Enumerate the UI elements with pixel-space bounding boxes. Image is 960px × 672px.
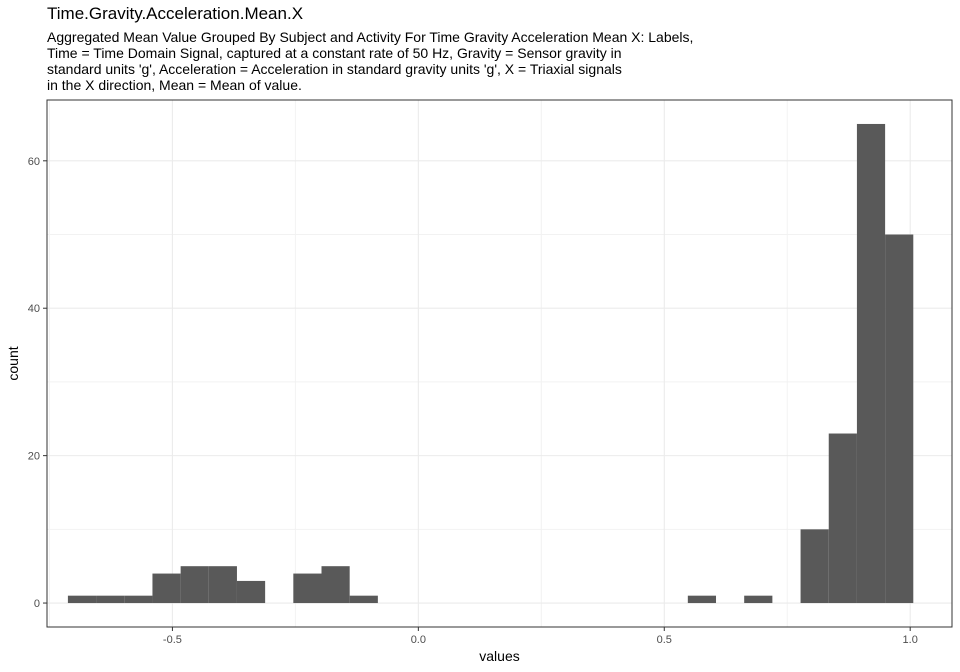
histogram-bar <box>152 573 181 604</box>
histogram-bar <box>828 433 857 604</box>
histogram-bar <box>885 234 914 604</box>
y-tick-label: 20 <box>28 451 40 463</box>
histogram-bar <box>349 595 378 604</box>
y-tick-label: 60 <box>28 156 40 168</box>
histogram-bar <box>856 123 886 604</box>
histogram-bar <box>293 573 322 604</box>
x-tick-label: 0.5 <box>657 634 672 646</box>
y-axis-ticks: 0 20 40 60 <box>28 156 47 610</box>
histogram-bar <box>180 566 209 604</box>
chart-subtitle: Aggregated Mean Value Grouped By Subject… <box>47 29 747 93</box>
x-tick-label: 1.0 <box>903 634 918 646</box>
subtitle-line: Aggregated Mean Value Grouped By Subject… <box>47 29 694 45</box>
plot-panel-border <box>46 99 953 628</box>
x-axis-ticks: -0.5 0.0 0.5 1.0 <box>163 627 918 646</box>
histogram-bar <box>96 595 125 604</box>
y-tick-label: 40 <box>28 303 40 315</box>
x-tick-label: 0.0 <box>411 634 426 646</box>
histogram-bar <box>687 595 717 604</box>
x-axis-title: values <box>479 648 519 664</box>
subtitle-line: in the X direction, Mean = Mean of value… <box>47 77 302 93</box>
histogram-bar <box>208 566 237 604</box>
histogram-bar <box>744 595 773 604</box>
x-tick-label: -0.5 <box>163 634 182 646</box>
histogram-bar <box>236 580 266 604</box>
histogram-bar <box>67 595 97 604</box>
subtitle-line: Time = Time Domain Signal, captured at a… <box>47 45 622 61</box>
y-axis-title: count <box>5 346 21 380</box>
histogram-bar <box>124 595 153 604</box>
chart-title: Time.Gravity.Acceleration.Mean.X <box>47 4 304 23</box>
subtitle-line: standard units 'g', Acceleration = Accel… <box>47 61 622 77</box>
histogram-bar <box>800 529 829 604</box>
y-tick-label: 0 <box>34 598 40 610</box>
histogram-bar <box>321 566 350 604</box>
histogram-bars <box>67 123 914 604</box>
